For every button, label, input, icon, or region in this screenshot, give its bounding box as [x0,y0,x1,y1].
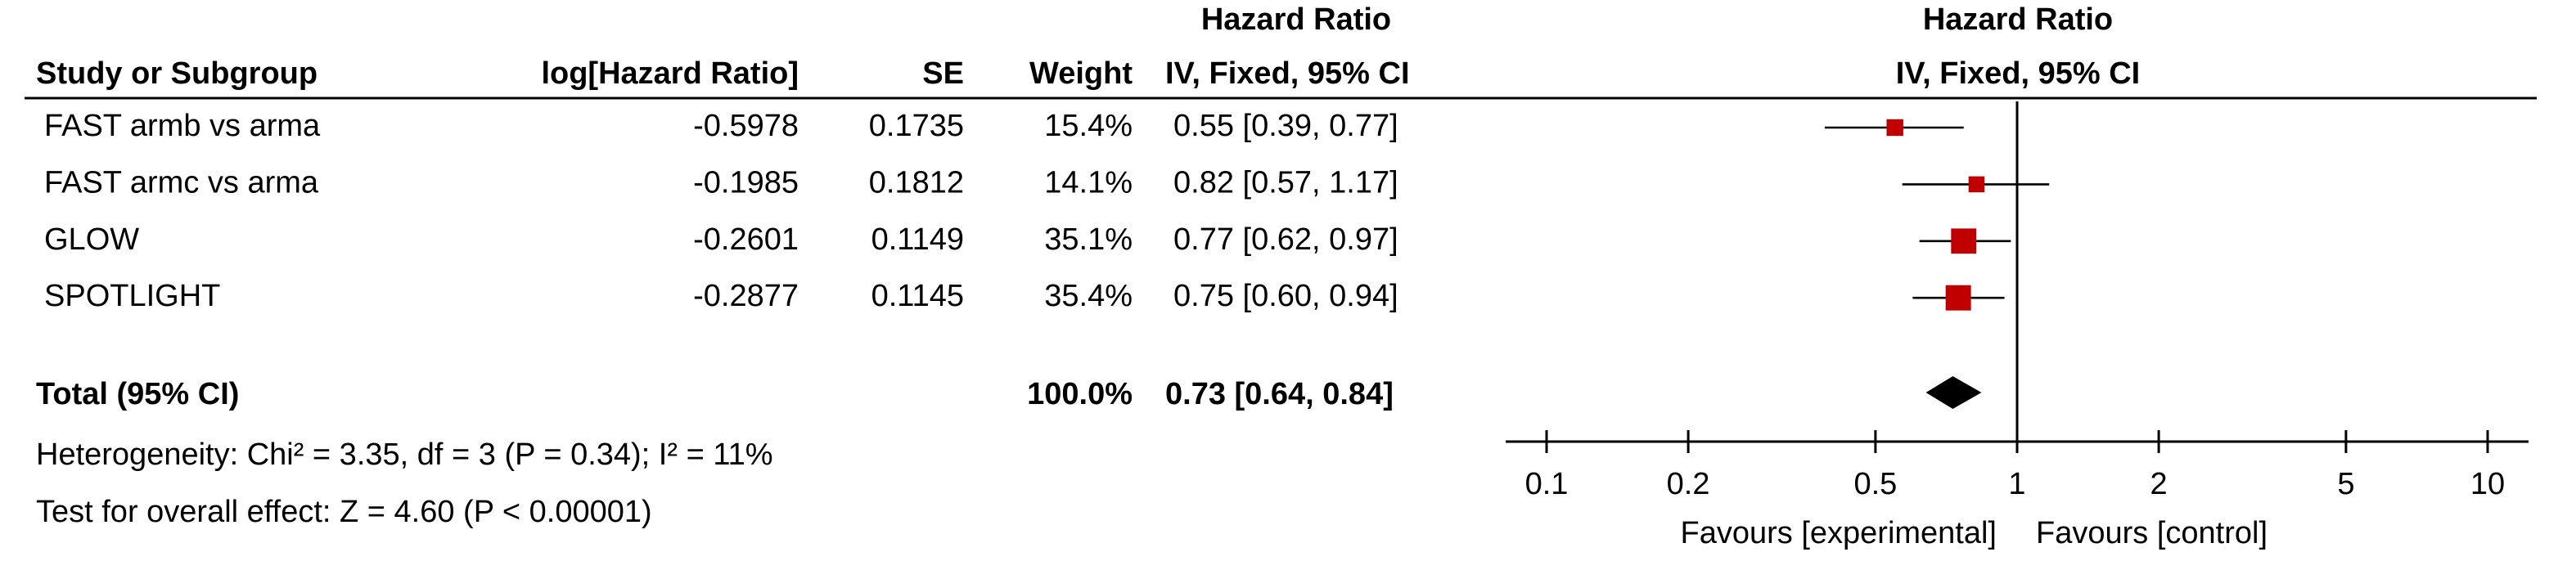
x-tick-label: 1 [2008,467,2025,501]
total-label: Total (95% CI) [36,377,239,411]
weight: 14.1% [1044,165,1133,200]
total-diamond [1925,376,1982,409]
log-hr: -0.5978 [693,109,799,143]
column-header: SE [922,56,964,91]
se: 0.1735 [869,109,964,143]
column-header: Weight [1029,56,1133,91]
overall-effect: Test for overall effect: Z = 4.60 (P < 0… [36,495,652,529]
plot-subtitle: IV, Fixed, 95% CI [1896,56,2141,91]
se: 0.1145 [871,279,964,313]
x-label-right: Favours [control] [2036,516,2268,550]
column-header: log[Hazard Ratio] [541,56,799,91]
ci-label: 0.82 [0.57, 1.17] [1173,165,1398,200]
se: 0.1149 [871,222,964,257]
effect-square [1951,228,1977,254]
x-tick-label: 0.1 [1525,467,1569,501]
ci-label: 0.55 [0.39, 0.77] [1173,109,1398,143]
column-header: Study or Subgroup [36,56,317,91]
effect-square [1945,285,1971,311]
plot-title: Hazard Ratio [1923,2,2113,37]
effect-square [1886,119,1903,137]
weight: 15.4% [1044,109,1133,143]
study-name: SPOTLIGHT [44,279,220,313]
x-tick-label: 0.5 [1853,467,1897,501]
weight: 35.1% [1044,222,1133,257]
x-tick-label: 5 [2337,467,2354,501]
ci-label: 0.77 [0.62, 0.97] [1173,222,1398,257]
x-tick-label: 0.2 [1667,467,1710,501]
study-name: FAST armc vs arma [44,165,319,200]
heterogeneity: Heterogeneity: Chi² = 3.35, df = 3 (P = … [36,438,773,472]
total-ci: 0.73 [0.64, 0.84] [1165,377,1394,411]
ci-label: 0.75 [0.60, 0.94] [1173,279,1398,313]
column-header: IV, Fixed, 95% CI [1165,56,1410,91]
study-name: FAST armb vs arma [44,109,321,143]
total-weight: 100.0% [1027,377,1133,411]
se: 0.1812 [869,165,964,200]
x-tick-label: 10 [2470,467,2505,501]
log-hr: -0.2877 [693,279,799,313]
log-hr: -0.1985 [693,165,799,200]
x-tick-label: 2 [2150,467,2168,501]
weight: 35.4% [1044,279,1133,313]
x-label-left: Favours [experimental] [1681,516,1997,550]
log-hr: -0.2601 [693,222,799,257]
effect-square [1968,176,1985,193]
column-group-title: Hazard Ratio [1201,2,1391,37]
study-name: GLOW [44,222,139,257]
